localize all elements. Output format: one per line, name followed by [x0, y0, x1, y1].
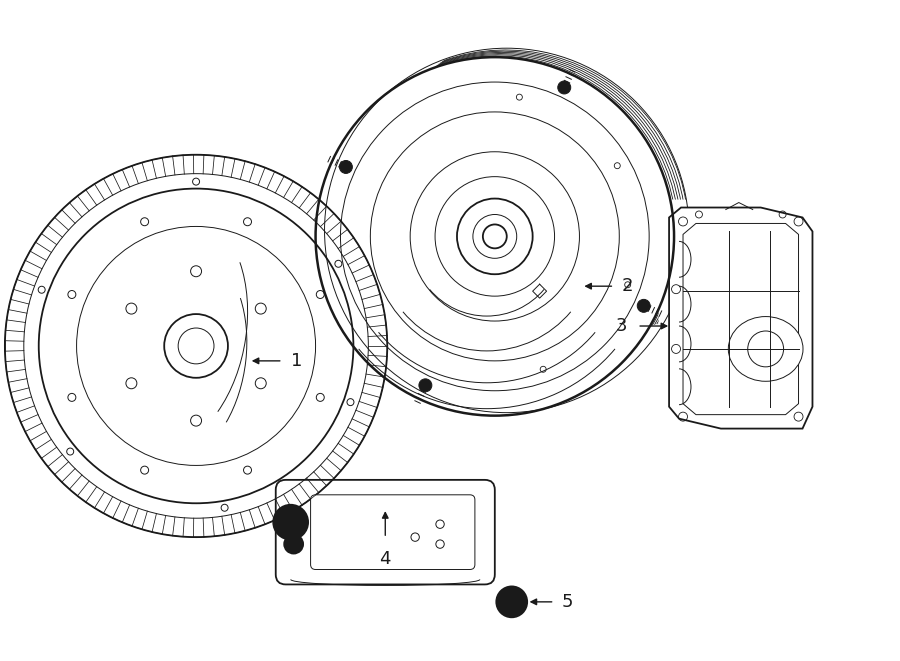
Circle shape — [496, 586, 527, 617]
Text: 2: 2 — [621, 277, 633, 295]
Text: 4: 4 — [380, 550, 391, 568]
Circle shape — [274, 505, 308, 539]
Circle shape — [637, 299, 650, 312]
Ellipse shape — [728, 317, 803, 381]
FancyBboxPatch shape — [275, 477, 495, 588]
FancyBboxPatch shape — [659, 200, 823, 438]
Circle shape — [293, 35, 696, 438]
Polygon shape — [683, 223, 798, 414]
FancyBboxPatch shape — [310, 495, 475, 570]
Circle shape — [418, 379, 432, 392]
Circle shape — [339, 161, 353, 173]
Circle shape — [0, 150, 392, 542]
Polygon shape — [669, 208, 813, 428]
Text: 3: 3 — [616, 317, 627, 335]
FancyBboxPatch shape — [275, 480, 495, 584]
Circle shape — [284, 535, 303, 553]
Circle shape — [558, 81, 571, 94]
Text: 1: 1 — [291, 352, 302, 370]
Text: 5: 5 — [562, 593, 573, 611]
